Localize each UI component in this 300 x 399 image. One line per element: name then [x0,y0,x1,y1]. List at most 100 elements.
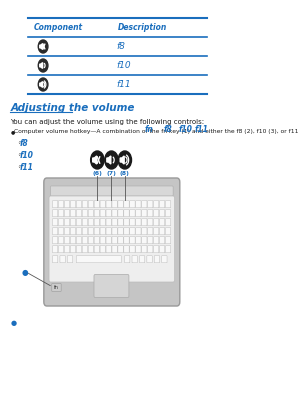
FancyBboxPatch shape [136,237,141,244]
FancyBboxPatch shape [76,201,82,208]
FancyBboxPatch shape [64,219,70,226]
FancyBboxPatch shape [112,201,117,208]
FancyBboxPatch shape [58,201,64,208]
FancyBboxPatch shape [154,228,159,235]
Text: Adjusting the volume: Adjusting the volume [11,103,135,113]
FancyBboxPatch shape [106,228,111,235]
Text: f8: f8 [116,42,125,51]
FancyBboxPatch shape [76,246,82,253]
FancyBboxPatch shape [148,210,153,217]
FancyBboxPatch shape [76,256,121,263]
FancyBboxPatch shape [154,201,159,208]
FancyBboxPatch shape [94,237,99,244]
FancyBboxPatch shape [58,228,64,235]
FancyBboxPatch shape [142,210,147,217]
FancyBboxPatch shape [100,246,105,253]
FancyBboxPatch shape [148,219,153,226]
FancyBboxPatch shape [130,219,135,226]
FancyBboxPatch shape [154,210,159,217]
FancyBboxPatch shape [64,201,70,208]
FancyBboxPatch shape [154,237,159,244]
FancyBboxPatch shape [160,201,165,208]
FancyBboxPatch shape [100,237,105,244]
Text: (7): (7) [106,171,116,176]
FancyBboxPatch shape [88,228,94,235]
FancyBboxPatch shape [162,256,167,263]
Text: ◦: ◦ [17,154,20,158]
FancyBboxPatch shape [124,246,129,253]
FancyBboxPatch shape [148,228,153,235]
FancyBboxPatch shape [130,201,135,208]
Polygon shape [93,156,97,164]
Text: f10: f10 [116,61,130,70]
FancyBboxPatch shape [88,219,94,226]
FancyBboxPatch shape [64,237,70,244]
FancyBboxPatch shape [136,219,141,226]
FancyBboxPatch shape [58,246,64,253]
FancyBboxPatch shape [160,210,165,217]
FancyBboxPatch shape [136,201,141,208]
FancyBboxPatch shape [100,210,105,217]
FancyBboxPatch shape [142,228,147,235]
FancyBboxPatch shape [52,256,58,263]
FancyBboxPatch shape [106,210,111,217]
FancyBboxPatch shape [166,237,171,244]
Text: f8: f8 [20,140,29,148]
FancyBboxPatch shape [106,219,111,226]
FancyBboxPatch shape [118,210,123,217]
FancyBboxPatch shape [52,228,58,235]
Text: (6): (6) [92,171,102,176]
FancyBboxPatch shape [49,196,175,282]
FancyBboxPatch shape [160,219,165,226]
Text: Description: Description [117,23,167,32]
Circle shape [118,151,131,169]
Circle shape [38,78,48,91]
FancyBboxPatch shape [58,210,64,217]
FancyBboxPatch shape [64,228,70,235]
FancyBboxPatch shape [64,246,70,253]
FancyBboxPatch shape [70,210,76,217]
FancyBboxPatch shape [52,284,61,291]
FancyBboxPatch shape [52,210,58,217]
Text: f11: f11 [20,164,34,172]
FancyBboxPatch shape [147,256,152,263]
FancyBboxPatch shape [124,256,130,263]
FancyBboxPatch shape [100,201,105,208]
FancyBboxPatch shape [82,228,88,235]
FancyBboxPatch shape [166,210,171,217]
FancyBboxPatch shape [94,228,99,235]
FancyBboxPatch shape [154,256,160,263]
FancyBboxPatch shape [136,246,141,253]
FancyBboxPatch shape [106,246,111,253]
FancyBboxPatch shape [52,201,58,208]
FancyBboxPatch shape [94,219,99,226]
FancyBboxPatch shape [52,219,58,226]
FancyBboxPatch shape [160,228,165,235]
FancyBboxPatch shape [140,256,145,263]
FancyBboxPatch shape [130,237,135,244]
FancyBboxPatch shape [88,246,94,253]
FancyBboxPatch shape [68,256,73,263]
FancyBboxPatch shape [70,201,76,208]
FancyBboxPatch shape [64,210,70,217]
Circle shape [38,40,48,53]
FancyBboxPatch shape [100,219,105,226]
FancyBboxPatch shape [82,246,88,253]
Text: f8: f8 [164,124,172,134]
FancyBboxPatch shape [118,228,123,235]
FancyBboxPatch shape [88,201,94,208]
FancyBboxPatch shape [50,186,173,196]
FancyBboxPatch shape [148,201,153,208]
FancyBboxPatch shape [112,219,117,226]
FancyBboxPatch shape [58,219,64,226]
FancyBboxPatch shape [130,228,135,235]
Text: (8): (8) [120,171,130,176]
Text: ◦: ◦ [17,142,20,146]
FancyBboxPatch shape [142,237,147,244]
Polygon shape [40,63,43,68]
Polygon shape [107,156,111,164]
FancyBboxPatch shape [112,237,117,244]
FancyBboxPatch shape [94,246,99,253]
FancyBboxPatch shape [118,237,123,244]
FancyBboxPatch shape [136,228,141,235]
